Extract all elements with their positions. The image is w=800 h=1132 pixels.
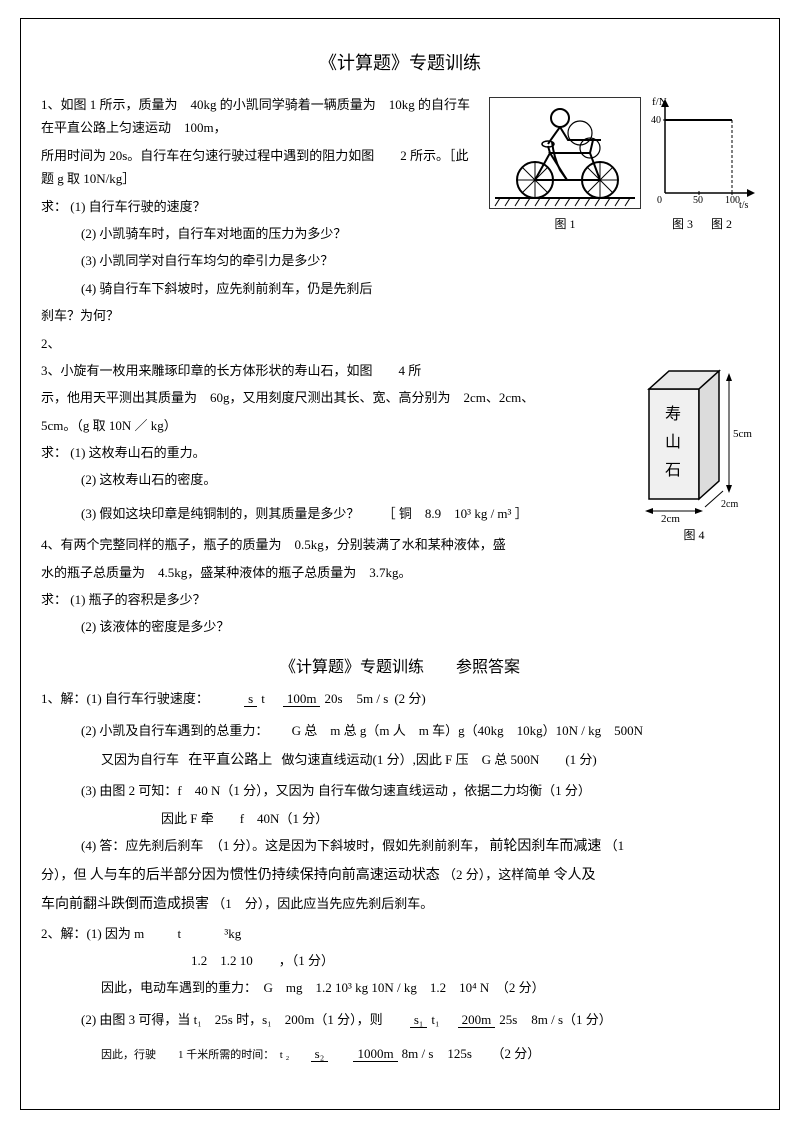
figure-2: f/N 40 0 50 100 t/s 图 3 (647, 93, 757, 232)
frac-t1: t₁ (427, 1012, 443, 1027)
answer-1-4c-b: （1 分），因此应当先应先刹后刹车。 (212, 896, 433, 911)
answer-1-4a: (4) 答：应先刹后刹车 （1 分）。这是因为下斜坡时，假如先刹前刹车， 前轮因… (41, 834, 759, 859)
frac-t: t (257, 691, 269, 706)
frac-20s: 20s (320, 691, 346, 706)
answer-1-4c: 车向前翻斗跌倒而造成损害 （1 分），因此应当先应先刹后刹车。 (41, 892, 759, 917)
answer-1-2a: (2) 小凯及自行车遇到的总重力： G 总 m 总 g（m 人 m 车）g（40… (41, 719, 759, 742)
figure-2-caption: 图 2 (711, 215, 732, 232)
problem-1-q3: (3) 小凯同学对自行车均匀的牵引力是多少？ (41, 249, 759, 272)
frac-200m: 200m (458, 1012, 496, 1028)
problem-4-line-2: 水的瓶子总质量为 4.5kg，盛某种液体的瓶子总质量为 3.7kg。 (41, 561, 759, 584)
answer-1-3a: (3) 由图 2 可知：f 40 N（1 分），又因为 自行车做匀速直线运动 ，… (41, 779, 759, 802)
problem-3-q1: (1) 这枚寿山石的重力。 (70, 445, 205, 460)
answer-1-4a-text: (4) 答：应先刹后刹车 （1 分）。这是因为下斜坡时，假如先刹前刹车， (81, 838, 486, 853)
svg-text:5cm: 5cm (733, 428, 752, 440)
answer-2-eq-t: t (178, 926, 182, 941)
svg-text:2cm: 2cm (721, 499, 738, 510)
answer-1-2c: 又因为自行车 在平直公路上 做匀速直线运动(1 分）,因此 F 压 G 总 50… (41, 748, 759, 773)
answer-1-2a-text: (2) 小凯及自行车遇到的总重力： (81, 723, 268, 738)
problem-1-q-label: 求： (41, 199, 67, 214)
answer-1-4b: 分），但 人与车的后半部分因为惯性仍持续保持向前高速运动状态 （2 分），这样简… (41, 863, 759, 888)
answer-2-3-text: (2) 由图 3 可得，当 t₁ 25s 时，s₁ 200m（1 分），则 (81, 1012, 383, 1027)
frac-empty (328, 1046, 339, 1061)
answer-2-4-text: 因此，行驶 1 千米所需的时间： t ₂ (101, 1049, 289, 1061)
problem-4-q2: (2) 该液体的密度是多少？ (41, 615, 759, 638)
bicycle-icon (490, 98, 640, 208)
answer-1-4b-c: （2 分），这样简单 (443, 867, 550, 882)
frac-100m: 100m (283, 691, 321, 707)
answer-1-4a-tail: （1 (605, 838, 625, 853)
figure-4-caption: 图 4 (629, 526, 759, 543)
frac-s2: s₂ (311, 1046, 329, 1062)
stone-prism-icon: 寿 山 石 5cm 2cm 2cm (629, 359, 757, 524)
force-time-chart: f/N 40 0 50 100 t/s (647, 93, 757, 213)
figure-1: 图 1 (489, 97, 641, 232)
document-page: 《计算题》专题训练 (20, 18, 780, 1110)
problem-1-q1: (1) 自行车行驶的速度？ (70, 199, 205, 214)
answer-2-3: (2) 由图 3 可得，当 t₁ 25s 时，s₁ 200m（1 分），则 s₁… (41, 1008, 759, 1032)
frac-8ms: 8m / s (398, 1046, 438, 1061)
answer-1-2c-a: 又因为自行车 (101, 752, 179, 767)
problem-3-q3b: ［ 铜 8.9 10³ kg / m³ ］ (383, 506, 528, 521)
answer-2-3-result: 8m / s（1 分） (531, 1008, 612, 1031)
problem-3-q-label: 求： (41, 445, 67, 460)
frac-1000m: 1000m (353, 1046, 397, 1062)
answer-1-2b-text: G 总 m 总 g（m 人 m 车）g（40kg 10kg）10N / kg 5… (292, 723, 643, 738)
answer-2-2: 因此，电动车遇到的重力： G mg 1.2 10³ kg 10N / kg 1.… (41, 976, 759, 999)
svg-text:50: 50 (693, 195, 703, 206)
answer-1-4a-bold: 前轮因刹车而减速 (489, 839, 601, 854)
answer-1-1-result: 5m / s (357, 687, 389, 710)
figure-3-caption: 图 3 (672, 215, 693, 232)
problem-4-q-label: 求： (41, 592, 67, 607)
answer-2-1: 2、解：(1) 因为 m t ³kg (41, 922, 759, 945)
answer-2-1b: 1.2 1.2 10 ，（1 分） (41, 949, 759, 972)
answers-title: 《计算题》专题训练 参照答案 (41, 653, 759, 677)
figure-4-block: 寿 山 石 5cm 2cm 2cm 图 4 (629, 359, 759, 543)
svg-text:t/s: t/s (739, 200, 749, 211)
answer-1-2c-b: 在平直公路上 (188, 753, 272, 768)
figure-1-caption: 图 1 (489, 215, 641, 232)
problem-3-q3a: (3) 假如这块印章是纯铜制的，则其质量是多少？ (81, 506, 359, 521)
answer-2-4-result: 125s （2 分） (447, 1042, 540, 1065)
problem-1-q4b: 刹车？为何？ (41, 304, 759, 327)
answer-2-lead: 2、解：(1) 因为 m (41, 926, 144, 941)
problem-4-q: 求： (1) 瓶子的容积是多少？ (41, 588, 759, 611)
svg-text:100: 100 (725, 195, 740, 206)
answer-1-2c-c: 做匀速直线运动(1 分）,因此 F 压 G 总 500N (1 分) (282, 752, 597, 767)
svg-text:40: 40 (651, 115, 661, 126)
svg-text:寿: 寿 (665, 405, 681, 423)
problem-2-placeholder: 2、 (41, 332, 759, 355)
answer-1-1-score: (2 分) (394, 687, 425, 710)
svg-text:石: 石 (665, 462, 681, 479)
problem-4-q1: (1) 瓶子的容积是多少？ (70, 592, 205, 607)
frac-s: s (244, 691, 257, 707)
frac-25s: 25s (495, 1012, 521, 1027)
answer-1-4c-a: 车向前翻斗跌倒而造成损害 (41, 897, 209, 912)
page-title: 《计算题》专题训练 (41, 49, 759, 75)
figure-group-1-2: 图 1 f/N 40 0 50 100 (489, 93, 759, 232)
answer-1-4b-d: 令人及 (554, 868, 596, 883)
frac-s1: s₁ (410, 1012, 428, 1028)
answer-2-4: 因此，行驶 1 千米所需的时间： t ₂ s₂ 1000m8m / s 125s… (41, 1042, 759, 1066)
answer-1-1: 1、解：(1) 自行车行驶速度： st 100m20s 5m / s (2 分) (41, 687, 759, 711)
answer-1-3b: 因此 F 牵 f 40N（1 分） (41, 807, 759, 830)
answer-1-1-lead: 1、解：(1) 自行车行驶速度： (41, 691, 209, 706)
svg-text:山: 山 (665, 433, 681, 451)
svg-text:0: 0 (657, 195, 662, 206)
problem-1-q4a: (4) 骑自行车下斜坡时，应先刹前刹车，仍是先刹后 (41, 277, 759, 300)
answer-1-4b-a: 分），但 (41, 867, 87, 882)
answer-2-eq-kg: ³kg (224, 926, 241, 941)
answer-1-4b-b: 人与车的后半部分因为惯性仍持续保持向前高速运动状态 (90, 868, 440, 883)
svg-text:2cm: 2cm (661, 513, 680, 524)
